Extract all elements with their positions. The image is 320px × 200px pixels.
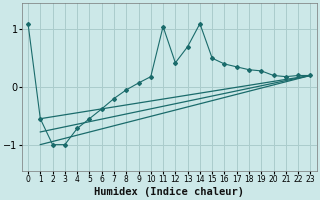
X-axis label: Humidex (Indice chaleur): Humidex (Indice chaleur)	[94, 186, 244, 197]
